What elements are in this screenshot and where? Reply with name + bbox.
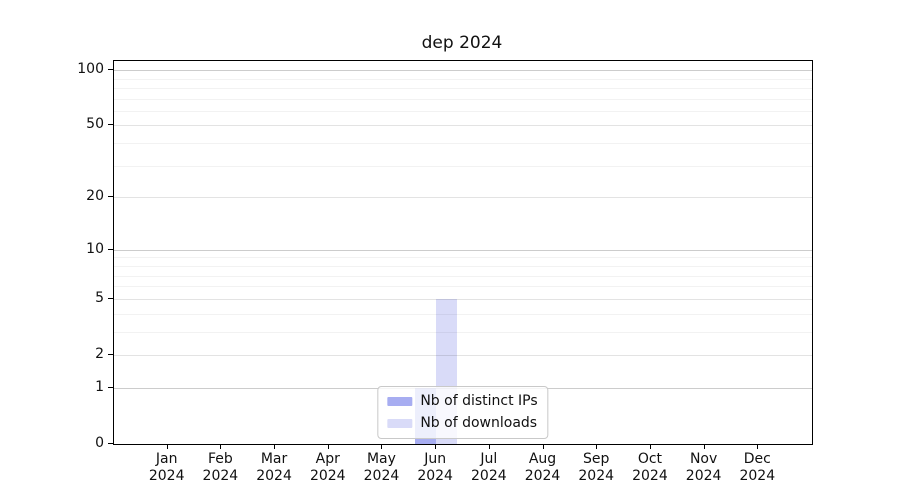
y-tick-mark — [108, 297, 113, 299]
legend-entry-downloads: Nb of downloads — [387, 415, 537, 432]
x-tick-mark — [488, 444, 490, 449]
y-tick-label: 2 — [95, 345, 104, 362]
y-tick-mark — [108, 69, 113, 71]
y-minor-gridline — [114, 257, 812, 259]
y-minor-gridline — [114, 275, 812, 277]
y-tick-label: 0 — [95, 435, 104, 451]
x-tick-label: Apr 2024 — [309, 451, 346, 484]
x-tick-label: Feb 2024 — [202, 451, 239, 484]
y-tick-label: 1 — [95, 378, 104, 395]
x-tick-label: Oct 2024 — [632, 451, 668, 484]
x-tick-label: Jan 2024 — [148, 451, 185, 484]
y-tick-mark — [108, 386, 113, 388]
x-tick-mark — [596, 444, 598, 449]
y-gridline-50 — [114, 125, 812, 127]
x-tick-label: May 2024 — [363, 451, 400, 484]
y-gridline-10 — [114, 249, 812, 251]
x-tick-mark — [274, 444, 276, 449]
x-tick-mark — [166, 444, 168, 449]
y-gridline-100 — [114, 70, 812, 72]
x-tick-mark — [757, 444, 759, 449]
y-gridline-5 — [114, 298, 812, 300]
y-minor-gridline — [114, 110, 812, 112]
y-tick-label: 100 — [77, 61, 104, 78]
plot-area: Nb of distinct IPs Nb of downloads — [113, 60, 813, 445]
y-tick-mark — [108, 196, 113, 198]
x-tick-mark — [542, 444, 544, 449]
x-tick-label: Nov 2024 — [685, 451, 722, 484]
y-minor-gridline — [114, 286, 812, 288]
x-tick-label: Jun 2024 — [417, 451, 453, 484]
legend-entry-distinct-ips: Nb of distinct IPs — [387, 393, 538, 410]
x-tick-mark — [381, 444, 383, 449]
x-tick-mark — [220, 444, 222, 449]
y-tick-label: 10 — [86, 240, 104, 257]
y-minor-gridline — [114, 331, 812, 333]
y-gridline-2 — [114, 354, 812, 356]
y-tick-label: 20 — [86, 188, 104, 205]
y-tick-label: 5 — [95, 289, 104, 306]
y-minor-gridline — [114, 143, 812, 145]
y-minor-gridline — [114, 265, 812, 267]
y-minor-gridline — [114, 87, 812, 89]
y-minor-gridline — [114, 98, 812, 100]
y-tick-mark — [108, 124, 113, 126]
x-tick-label: Jul 2024 — [471, 451, 507, 484]
y-minor-gridline — [114, 313, 812, 315]
x-tick-mark — [703, 444, 705, 449]
y-tick-mark — [108, 353, 113, 355]
legend-label-downloads: Nb of downloads — [420, 415, 538, 431]
y-tick-mark — [108, 248, 113, 250]
y-tick-label: 50 — [86, 116, 104, 133]
legend-swatch-downloads — [387, 419, 413, 428]
y-tick-mark — [108, 443, 113, 444]
x-tick-label: Mar 2024 — [256, 451, 292, 484]
x-tick-label: Aug 2024 — [524, 451, 561, 484]
y-gridline-20 — [114, 197, 812, 199]
x-tick-mark — [327, 444, 329, 449]
legend-swatch-distinct-ips — [387, 397, 413, 406]
x-tick-label: Sep 2024 — [578, 451, 615, 484]
y-minor-gridline — [114, 78, 812, 80]
x-tick-mark — [435, 444, 437, 449]
chart-title: dep 2024 — [421, 33, 503, 53]
y-minor-gridline — [114, 165, 812, 167]
legend: Nb of distinct IPs Nb of downloads — [377, 386, 549, 439]
x-tick-label: Dec 2024 — [739, 451, 776, 484]
legend-label-distinct-ips: Nb of distinct IPs — [420, 393, 538, 409]
x-tick-mark — [649, 444, 651, 449]
